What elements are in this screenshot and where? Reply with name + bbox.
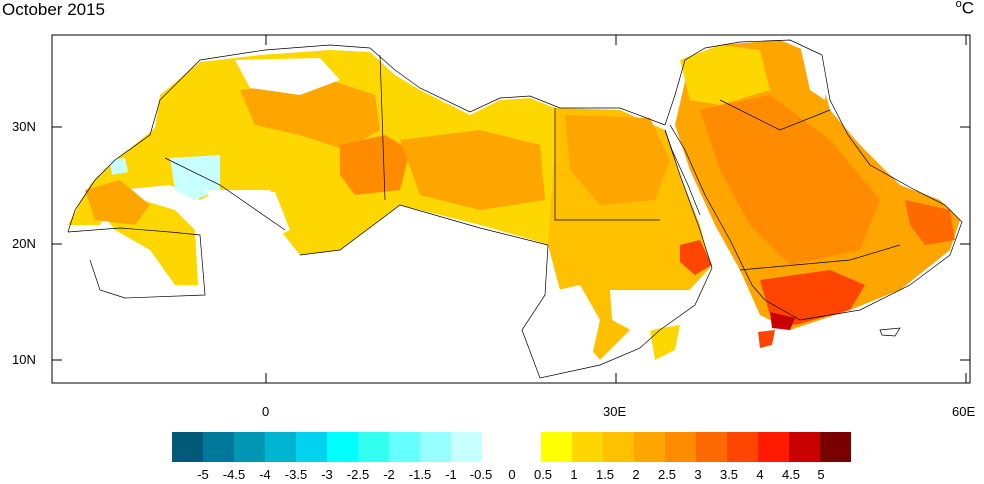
lat-label-10n: 10N (12, 352, 36, 367)
country-border-5 (719, 99, 831, 131)
cool-anomaly-coast (110, 158, 128, 175)
colorbar-swatch-positive (696, 432, 727, 462)
socotra-outline (879, 327, 901, 337)
colorbar-tick-label: 4.5 (781, 467, 801, 482)
colorbar-swatch-positive (820, 432, 851, 462)
colorbar-tick-label: -4 (259, 467, 271, 482)
map-title: October 2015 (2, 0, 106, 19)
no-data-niger (205, 190, 290, 240)
no-data-areas (205, 45, 830, 365)
no-data-sudan-south (525, 285, 600, 365)
colorbar-swatch-positive (758, 432, 789, 462)
colorbar-swatch-negative (265, 432, 296, 462)
axis-ticks (52, 35, 970, 383)
morocco-warm-core (85, 180, 150, 225)
colorbar-tick-label: -2 (383, 467, 395, 482)
no-data-mali (235, 58, 340, 95)
oman-hotspot (905, 200, 955, 245)
north-africa-warm-core (240, 80, 380, 150)
unit-label: oC (956, 0, 974, 19)
colorbar-tick-label: 3.5 (719, 467, 739, 482)
lon-label-60e: 60E (952, 404, 976, 419)
colorbar-tick-label: 5 (817, 467, 825, 482)
colorbar-swatch-negative (358, 432, 389, 462)
colorbar-tick-label: 2.5 (657, 467, 677, 482)
country-border-2 (379, 54, 386, 201)
arabia-coastline (764, 54, 963, 321)
colorbar-swatch-negative (420, 432, 451, 462)
levant-coastline (664, 39, 823, 126)
colorbar-swatch-negative (234, 432, 265, 462)
colorbar-tick-label: -3 (321, 467, 333, 482)
red-sea-west (664, 129, 701, 216)
colorbar-swatch-positive (665, 432, 696, 462)
north-africa-field (68, 50, 555, 255)
colorbar-tick-label: -4.5 (222, 467, 246, 482)
colorbar-swatch-negative (451, 432, 482, 462)
country-border-3 (554, 108, 660, 221)
colorbar-swatch-negative (172, 432, 203, 462)
colorbar-tick-label: 1 (570, 467, 578, 482)
north-africa-coastline (67, 44, 666, 233)
egypt-warm-core (565, 115, 670, 205)
colorbar-tick-label: -0.5 (469, 467, 493, 482)
colorbar-tick-label: -1 (445, 467, 457, 482)
red-sea-east (669, 124, 766, 301)
celsius-symbol: C (961, 0, 974, 18)
horn-field (650, 325, 680, 360)
sahara-southern-boundary (67, 227, 206, 299)
lat-label-30n: 30N (12, 119, 36, 134)
colorbar-swatch-positive (603, 432, 634, 462)
lat-label-20n: 20N (12, 236, 36, 251)
colorbar-tick-label: 2 (632, 467, 640, 482)
coastlines (67, 39, 963, 379)
lon-label-0: 0 (262, 404, 270, 419)
colorbar-swatch-positive (789, 432, 820, 462)
sudan-coast-hotspot (680, 240, 712, 275)
no-data-ethiopia (610, 290, 690, 335)
colorbar-swatch-positive (727, 432, 758, 462)
libya-warm-core (340, 135, 410, 195)
arabia-interior-core (700, 95, 880, 265)
sahel-boundary (299, 204, 549, 256)
east-africa-coastline (521, 129, 713, 379)
country-border-1 (164, 157, 286, 231)
colorbar-swatch-positive (541, 432, 572, 462)
colorbar-swatch-negative (389, 432, 420, 462)
djibouti-hotspot (758, 330, 775, 348)
colorbar-swatch-negative (327, 432, 358, 462)
colorbar-swatch-negative (296, 432, 327, 462)
colorbar-swatch-positive (634, 432, 665, 462)
colorbar-tick-label: 3 (694, 467, 702, 482)
colorbar-tick-label: 0 (508, 467, 516, 482)
colorbar-tick-label: -3.5 (284, 467, 308, 482)
colorbar-swatch-negative (203, 432, 234, 462)
colorbar-tick-label: -1.5 (408, 467, 432, 482)
colorbar-tick-label: 1.5 (595, 467, 615, 482)
degree-symbol: o (955, 0, 962, 10)
colorbar-tick-label: -5 (197, 467, 209, 482)
aden-hotspot (770, 312, 795, 330)
chad-field (400, 130, 545, 210)
colorbar-tick-label: -2.5 (346, 467, 370, 482)
lon-label-30e: 30E (603, 404, 627, 419)
levant-field (680, 45, 770, 105)
yemen-hotspot (760, 270, 865, 325)
colorbar-tick-label: 4 (756, 467, 764, 482)
colorbar-swatch-positive (572, 432, 603, 462)
colorbar-tick-label: 0.5 (533, 467, 553, 482)
country-border-4 (739, 244, 901, 271)
